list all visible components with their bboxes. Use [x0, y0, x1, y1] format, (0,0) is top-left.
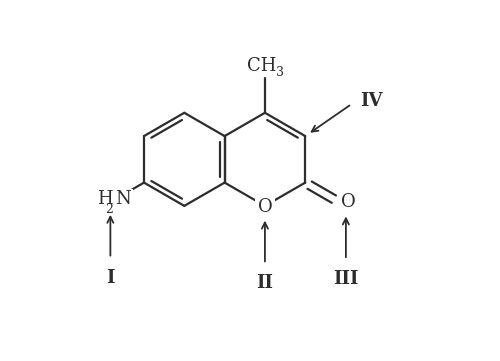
Text: I: I	[106, 269, 114, 287]
Text: O: O	[258, 198, 272, 216]
Text: 2: 2	[105, 204, 113, 217]
Text: II: II	[256, 274, 274, 292]
Text: H: H	[98, 190, 113, 208]
Text: N: N	[116, 190, 131, 208]
Text: IV: IV	[360, 92, 382, 109]
Text: O: O	[341, 193, 355, 211]
Text: III: III	[333, 270, 358, 288]
Text: 3: 3	[276, 66, 284, 79]
Text: CH: CH	[247, 57, 276, 75]
